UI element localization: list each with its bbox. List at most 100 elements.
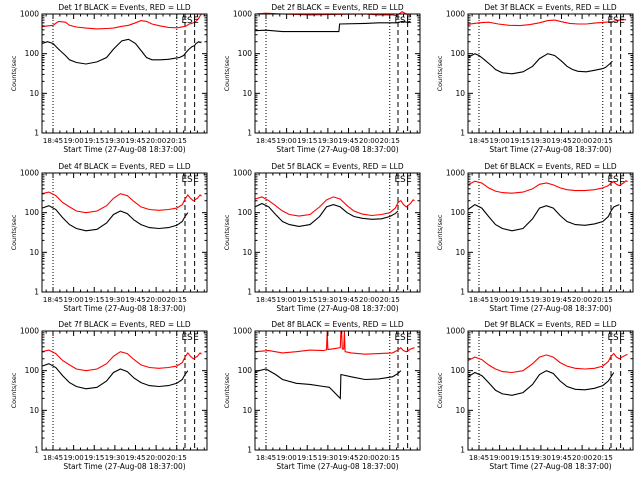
y-tick-label: 1000 (20, 169, 39, 178)
y-tick-label: 1000 (233, 327, 252, 336)
y-axis-title: Counts/sec (223, 214, 231, 250)
y-tick-label: 1000 (446, 327, 465, 336)
x-tick-label: 19:15 (510, 137, 530, 145)
y-axis-title: Counts/sec (436, 55, 444, 91)
y-tick-label: 10 (455, 406, 465, 415)
lld-series-line (254, 196, 415, 217)
y-tick-label: 100 (25, 208, 40, 217)
y-tick-label: 1 (247, 446, 252, 455)
plot-frame (41, 330, 208, 451)
panel-2: Det 2f BLACK = Events, RED = LLD 1 10 100 10… (223, 3, 421, 154)
x-tick-label: 18:45 (256, 137, 276, 145)
x-tick-label: 20:00 (146, 137, 166, 145)
marker-label: E (181, 16, 187, 26)
y-axis-title: Counts/sec (436, 214, 444, 250)
x-tick-label: 19:00 (490, 454, 510, 462)
x-tick-label: 19:30 (531, 454, 551, 462)
panel-title: Det 4f BLACK = Events, RED = LLD (58, 162, 191, 171)
x-axis-title: Start Time (27-Aug-08 18:37:00) (489, 304, 611, 313)
x-tick-label: 19:00 (490, 137, 510, 145)
lld-series-line (41, 191, 202, 214)
x-tick-label: 19:15 (297, 454, 317, 462)
x-axis-title: Start Time (27-Aug-08 18:37:00) (489, 145, 611, 154)
marker-label: E (607, 175, 613, 185)
events-series-line (254, 20, 411, 33)
lld-series-line (467, 179, 628, 194)
y-tick-label: 1 (460, 288, 465, 297)
marker-label: E (406, 333, 412, 343)
x-tick-label: 20:15 (593, 296, 613, 304)
marker-label: E (193, 333, 199, 343)
x-tick-label: 19:45 (338, 454, 358, 462)
x-tick-label: 20:00 (146, 296, 166, 304)
panel-title: Det 6f BLACK = Events, RED = LLD (484, 162, 617, 171)
lld-series-line (254, 330, 415, 355)
x-tick-label: 20:00 (146, 454, 166, 462)
x-axis-title: Start Time (27-Aug-08 18:37:00) (63, 462, 185, 471)
panel-9: Det 9f BLACK = Events, RED = LLD 1 10 100 10… (436, 320, 634, 471)
y-tick-label: 10 (455, 89, 465, 98)
y-axis-title: Counts/sec (10, 372, 18, 408)
marker-label: E (394, 175, 400, 185)
marker-label: E (394, 333, 400, 343)
marker-label: S (400, 16, 406, 26)
marker-label: E (619, 333, 625, 343)
x-tick-label: 19:00 (277, 296, 297, 304)
marker-label: E (181, 175, 187, 185)
marker-label: S (400, 333, 406, 343)
x-tick-label: 20:00 (359, 454, 379, 462)
panel-title: Det 2f BLACK = Events, RED = LLD (271, 3, 404, 12)
panel-1: Det 1f BLACK = Events, RED = LLD 1 10 100 10… (10, 3, 208, 154)
y-axis-title: Counts/sec (436, 372, 444, 408)
x-tick-label: 18:45 (469, 296, 489, 304)
events-series-line (41, 363, 189, 390)
y-axis-title: Counts/sec (223, 55, 231, 91)
x-tick-label: 19:45 (338, 137, 358, 145)
x-tick-label: 19:45 (125, 296, 145, 304)
panel-title: Det 3f BLACK = Events, RED = LLD (484, 3, 617, 12)
x-tick-label: 19:45 (338, 296, 358, 304)
panel-title: Det 8f BLACK = Events, RED = LLD (271, 320, 404, 329)
marker-label: S (187, 333, 193, 343)
y-tick-label: 1 (247, 129, 252, 138)
y-tick-label: 1 (247, 288, 252, 297)
marker-label: S (400, 175, 406, 185)
x-tick-label: 19:45 (125, 137, 145, 145)
y-axis-title: Counts/sec (10, 55, 18, 91)
x-tick-label: 18:45 (43, 296, 63, 304)
panel-title: Det 1f BLACK = Events, RED = LLD (58, 3, 191, 12)
y-tick-label: 10 (29, 248, 39, 257)
y-tick-label: 100 (238, 49, 253, 58)
plot-frame (467, 172, 634, 293)
panel-title: Det 9f BLACK = Events, RED = LLD (484, 320, 617, 329)
marker-label: E (406, 175, 412, 185)
x-tick-label: 19:45 (551, 454, 571, 462)
marker-label: E (181, 333, 187, 343)
panel-title: Det 7f BLACK = Events, RED = LLD (58, 320, 191, 329)
plot-frame (467, 13, 634, 134)
x-tick-label: 18:45 (469, 137, 489, 145)
x-tick-label: 20:15 (380, 137, 400, 145)
panel-5: Det 5f BLACK = Events, RED = LLD 1 10 100 10… (223, 162, 421, 313)
y-tick-label: 10 (242, 406, 252, 415)
x-tick-label: 20:15 (167, 296, 187, 304)
x-tick-label: 19:15 (84, 137, 104, 145)
y-tick-label: 1000 (446, 10, 465, 19)
marker-label: E (193, 16, 199, 26)
y-tick-label: 10 (455, 248, 465, 257)
plot-frame (467, 330, 634, 451)
x-tick-label: 18:45 (469, 454, 489, 462)
y-tick-label: 10 (29, 406, 39, 415)
y-tick-label: 1000 (20, 10, 39, 19)
y-axis-title: Counts/sec (223, 372, 231, 408)
marker-label: E (607, 16, 613, 26)
panel-4: Det 4f BLACK = Events, RED = LLD 1 10 100 10… (10, 162, 208, 313)
x-tick-label: 19:45 (551, 137, 571, 145)
y-tick-label: 100 (451, 366, 466, 375)
x-axis-title: Start Time (27-Aug-08 18:37:00) (276, 462, 398, 471)
lld-series-line (41, 349, 202, 372)
plot-frame (41, 13, 208, 134)
x-tick-label: 19:45 (551, 296, 571, 304)
plot-frame (41, 172, 208, 293)
